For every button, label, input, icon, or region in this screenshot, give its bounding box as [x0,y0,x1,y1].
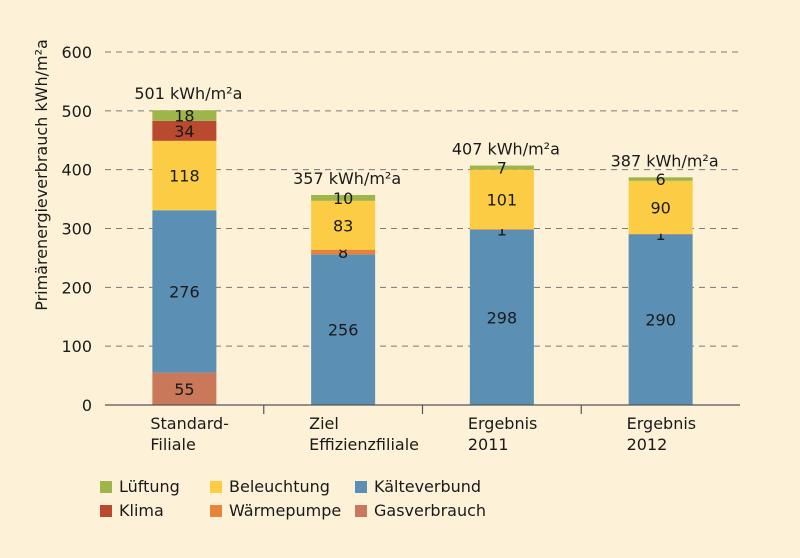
data-label: 6 [656,170,666,189]
legend-label: Lüftung [119,477,180,496]
legend-label: Wärmepumpe [229,501,342,520]
total-label: 357 kWh/m²a [293,169,401,188]
data-label: 7 [497,159,507,178]
y-axis-ticks: 0 100 200 300 400 500 600 [61,43,92,415]
data-label: 101 [487,190,518,209]
bar-segment [311,194,376,201]
total-label: 387 kWh/m²a [611,151,719,170]
y-tick-label: 200 [61,278,92,297]
data-label: 1 [656,225,666,244]
bar-segment [628,177,693,181]
y-tick-label: 0 [82,396,92,415]
bar-segment [469,169,534,230]
bar-segment [628,233,693,235]
data-label: 8 [338,243,348,262]
data-label: 256 [328,321,359,340]
data-label: 118 [169,167,200,186]
data-label: 10 [333,189,353,208]
bar-segment [152,110,217,121]
x-tick-label: Ergebnis 2012 [627,414,696,454]
data-label: 290 [645,311,676,330]
data-label: 276 [169,282,200,301]
data-label: 90 [650,198,670,217]
legend-swatch [210,504,222,517]
data-label: 298 [487,308,518,327]
x-tick-label: Ziel Effizienzfiliale [309,414,419,454]
bar-segment [152,140,217,211]
data-label: 34 [174,122,194,141]
y-tick-label: 100 [61,337,92,356]
bar-segment [311,254,376,405]
bar-segment [628,180,693,234]
bar-segment [469,229,534,405]
bar-segment [152,372,217,405]
legend-label: Gasverbrauch [374,501,487,520]
y-tick-label: 400 [61,161,92,180]
bar-segment [311,200,376,250]
legend-item: Lüftung [100,477,180,496]
total-label: 407 kWh/m²a [452,140,560,159]
legend-item: Gasverbrauch [355,501,486,520]
legend-item: Klima [100,501,164,520]
legend-item: Beleuchtung [210,477,330,496]
data-label: 18 [174,107,194,126]
bar-segment [469,229,534,230]
bar-segment [311,249,376,255]
x-tick-label: Standard-Filiale [150,414,229,454]
legend-label: Beleuchtung [229,477,330,496]
bar-segment [628,234,693,405]
y-tick-label: 600 [61,43,92,62]
total-label: 501 kWh/m²a [134,84,242,103]
y-axis-label: Primärenergieverbrauch kWh/m²a [32,39,51,311]
y-tick-label: 300 [61,220,92,239]
bar-segment [152,210,217,373]
legend-swatch [100,480,112,493]
data-label: 55 [174,380,194,399]
x-tick-label: Ergebnis 2011 [468,414,537,454]
legend-label: Kälteverbund [374,477,482,496]
legend-item: Wärmepumpe [210,501,341,520]
y-tick-label: 500 [61,102,92,121]
bar-segment [469,165,534,170]
data-label: 83 [333,216,353,235]
legend-swatch [210,480,222,493]
x-axis: Standard-Filiale Ziel Effizienzfiliale Erge… [105,404,740,454]
legend-label: Klima [119,501,164,520]
legend: Lüftung Beleuchtung Kälteverbund Klima Wärme… [100,477,700,547]
data-label: 1 [497,220,507,239]
legend-item: Kälteverbund [355,477,481,496]
legend-swatch [355,480,367,493]
legend-swatch [100,504,112,517]
legend-swatch [355,504,367,517]
bar-segment [152,120,217,141]
